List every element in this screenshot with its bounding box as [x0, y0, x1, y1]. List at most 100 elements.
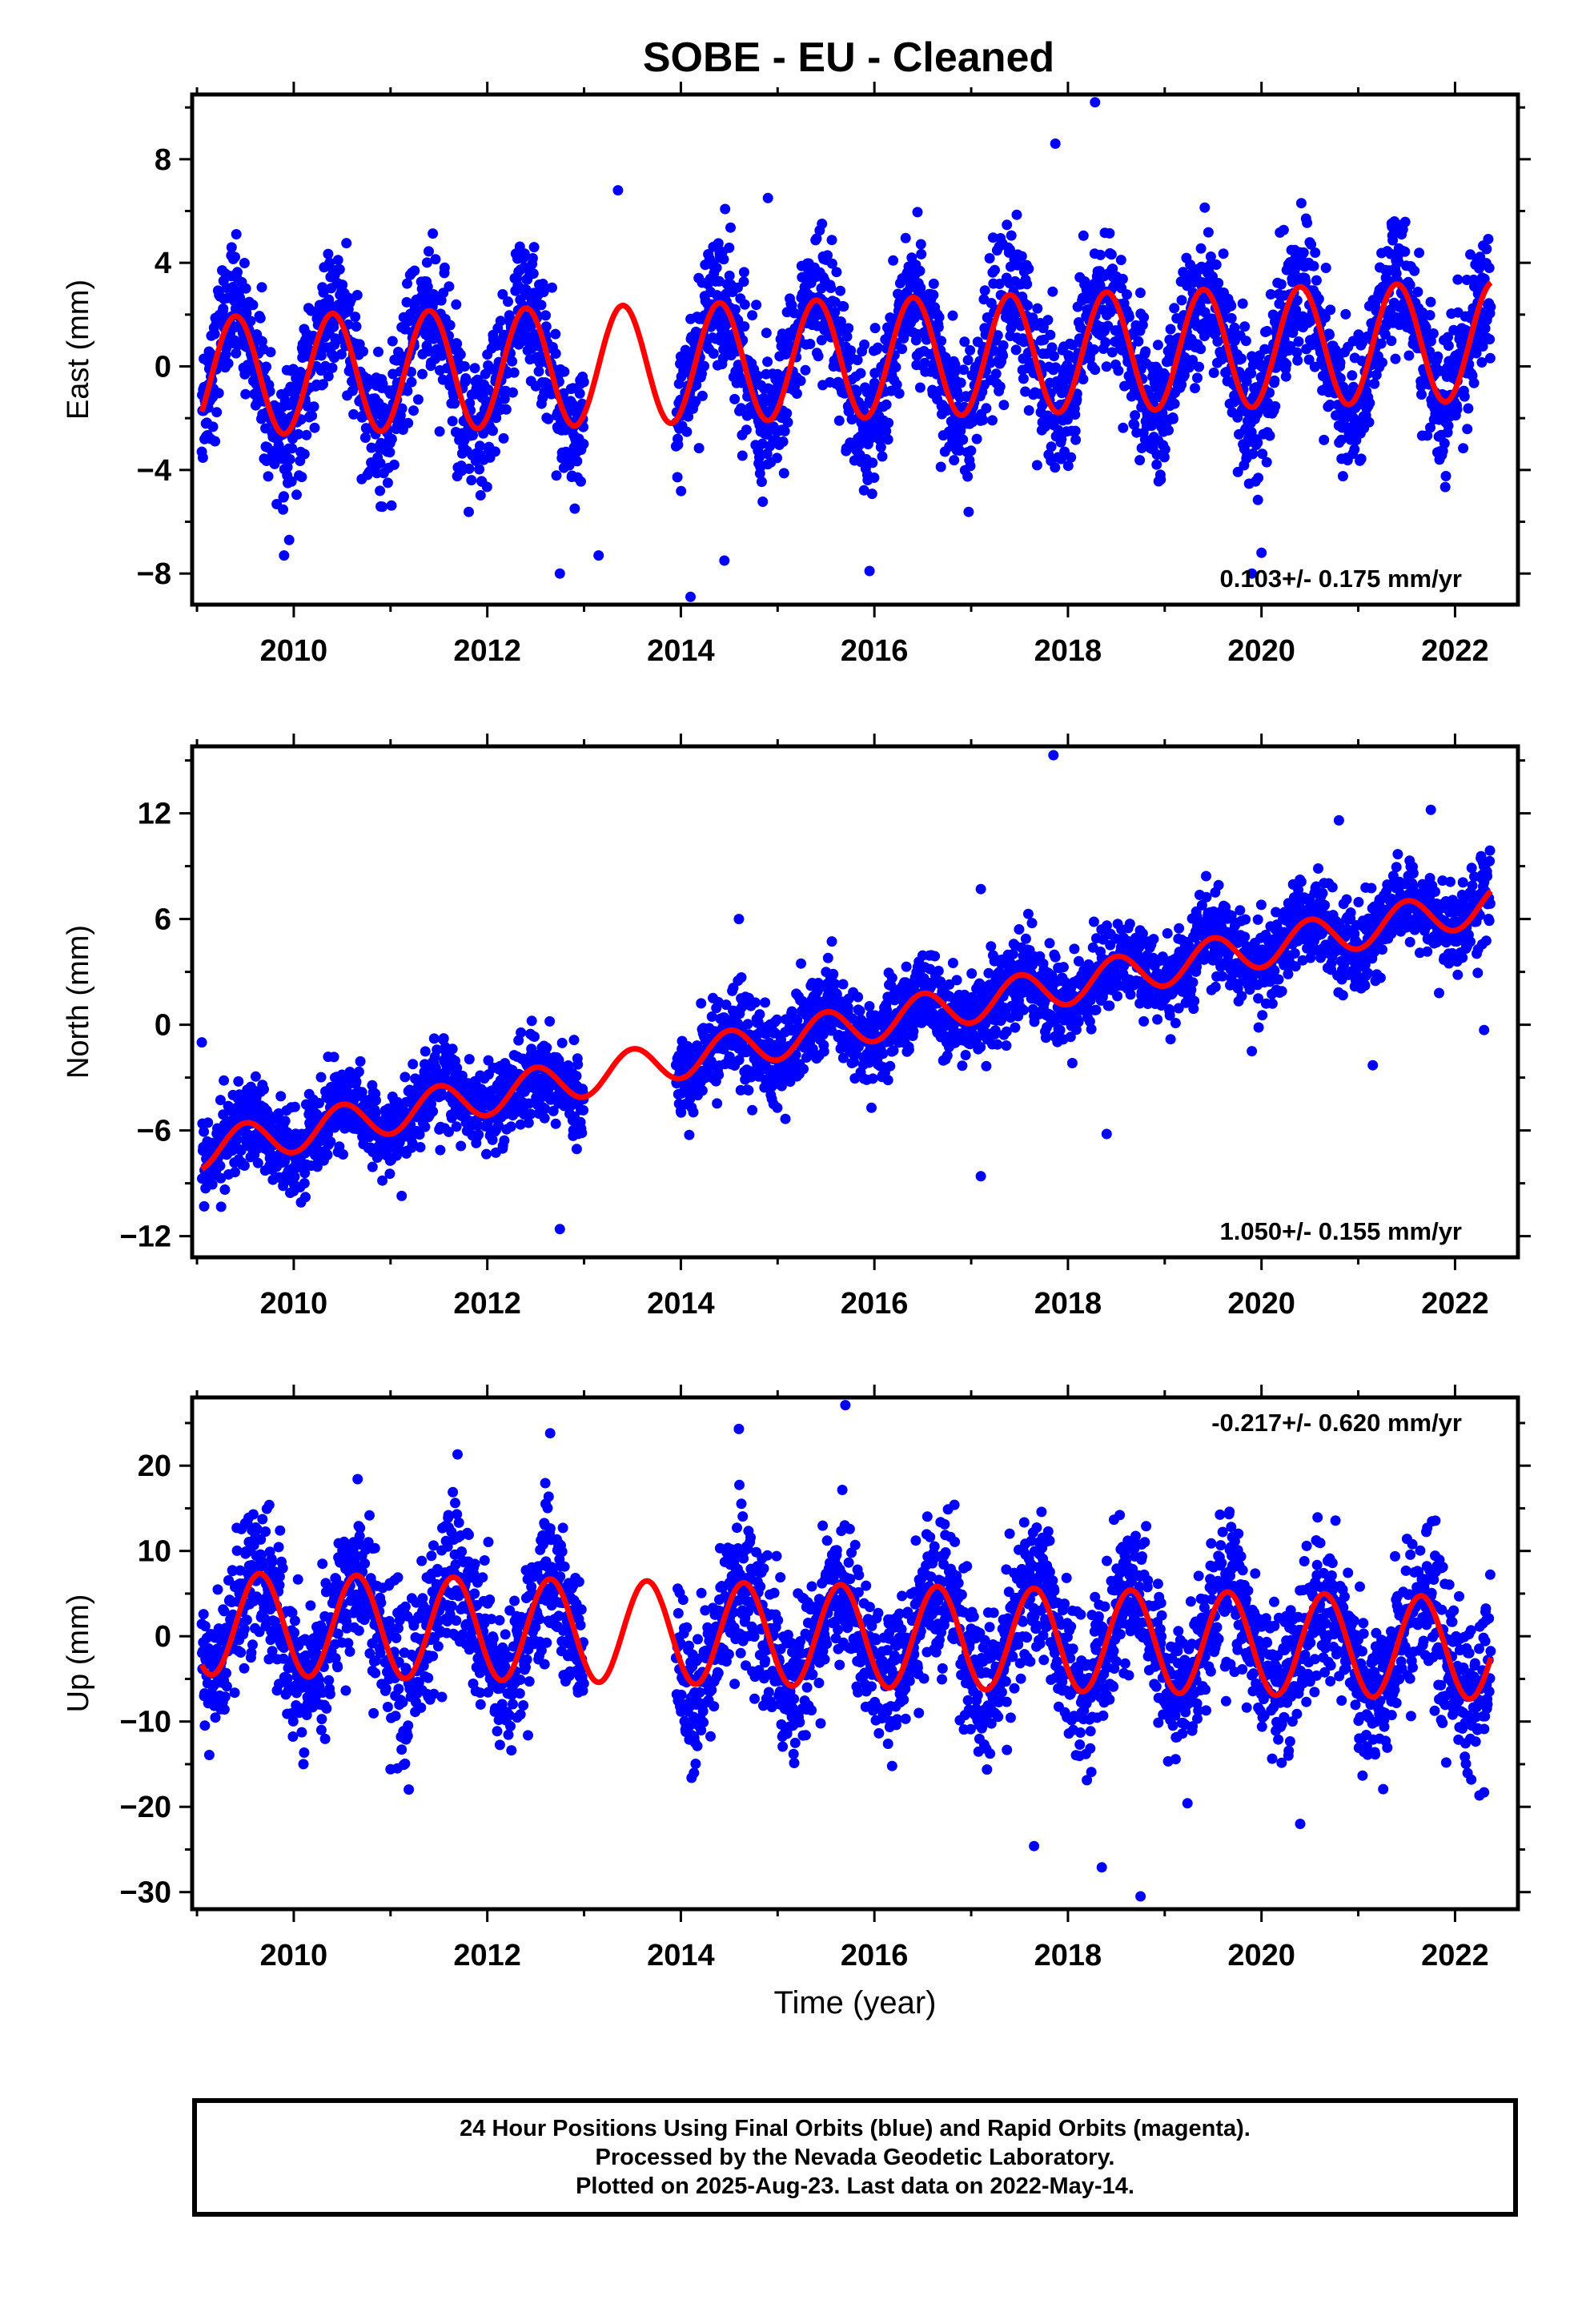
data-point — [779, 425, 790, 436]
data-point — [754, 452, 765, 463]
data-point — [762, 356, 773, 368]
data-point — [328, 1051, 339, 1063]
data-point — [503, 296, 513, 308]
data-point — [415, 1142, 426, 1152]
data-point — [464, 1054, 475, 1065]
data-point — [950, 359, 961, 370]
data-point — [994, 279, 1005, 289]
data-point — [721, 999, 732, 1011]
outlier-point — [762, 192, 773, 203]
data-point — [447, 1043, 458, 1055]
data-point — [508, 387, 518, 398]
data-point — [1070, 409, 1081, 420]
data-point — [1349, 444, 1360, 455]
data-point — [464, 506, 474, 517]
data-point — [371, 1095, 381, 1106]
data-point — [1117, 273, 1128, 284]
data-point — [724, 242, 735, 253]
data-point — [1432, 351, 1443, 362]
data-point — [1240, 336, 1251, 347]
data-point — [859, 339, 870, 350]
data-point — [1118, 422, 1129, 433]
data-point — [323, 371, 334, 382]
data-point — [430, 254, 441, 265]
data-point — [1324, 329, 1335, 340]
data-point — [388, 459, 400, 470]
data-point — [1477, 341, 1488, 352]
data-point — [540, 1104, 551, 1114]
panel-east: 2010 2012 2014 2016 2018 2020 2022−8−4048East … — [62, 82, 1531, 668]
data-point — [1178, 369, 1190, 380]
data-point — [466, 475, 477, 486]
data-point — [760, 997, 771, 1008]
data-point — [439, 262, 450, 273]
data-point — [256, 336, 267, 347]
data-point — [1046, 441, 1057, 452]
data-point — [883, 417, 894, 428]
data-point — [752, 370, 763, 381]
data-point — [273, 1108, 284, 1119]
data-point — [994, 381, 1006, 392]
data-point — [475, 490, 486, 501]
data-point — [487, 1134, 498, 1145]
data-point — [1424, 310, 1435, 321]
data-point — [965, 460, 976, 472]
data-point — [1479, 273, 1490, 284]
data-point — [688, 1107, 699, 1118]
data-point — [386, 500, 397, 511]
data-point — [213, 388, 224, 399]
data-point — [377, 378, 388, 389]
data-point — [456, 1140, 467, 1152]
data-point — [199, 1126, 210, 1137]
data-point — [296, 472, 307, 483]
data-point — [831, 267, 842, 278]
data-point — [1264, 387, 1275, 398]
data-point — [889, 995, 900, 1006]
data-point — [318, 379, 328, 390]
data-point — [403, 417, 414, 428]
data-point — [867, 457, 878, 468]
data-point — [831, 989, 842, 999]
data-point — [282, 1127, 293, 1138]
outlier-point — [593, 550, 604, 561]
data-point — [541, 1042, 552, 1053]
data-point — [1115, 255, 1126, 266]
data-point — [843, 323, 854, 334]
y-tick-label: −8 — [137, 557, 171, 591]
data-point — [1100, 337, 1111, 348]
data-point — [1159, 444, 1170, 455]
data-point — [401, 296, 412, 308]
data-point — [1313, 293, 1324, 304]
plot-frame — [190, 92, 1520, 607]
data-point — [1270, 400, 1281, 412]
data-point — [1481, 243, 1492, 255]
data-point — [396, 403, 408, 414]
data-point — [507, 356, 518, 367]
data-point — [231, 348, 242, 359]
data-point — [420, 1121, 431, 1132]
data-point — [572, 456, 583, 467]
data-point — [1468, 377, 1480, 388]
data-point — [1300, 276, 1311, 287]
data-point — [265, 347, 276, 358]
data-point — [1045, 329, 1056, 340]
data-point — [1246, 368, 1257, 379]
data-point — [207, 1179, 218, 1190]
data-point — [318, 287, 329, 298]
data-point — [1425, 296, 1436, 308]
data-point — [353, 1066, 364, 1077]
data-point — [1195, 243, 1207, 254]
data-point — [1452, 404, 1463, 415]
data-point — [308, 401, 319, 412]
data-point — [1319, 312, 1331, 323]
data-point — [1476, 357, 1488, 368]
data-point — [1190, 383, 1200, 394]
data-point — [548, 1105, 559, 1116]
data-point — [1311, 275, 1322, 286]
data-point — [1285, 340, 1296, 352]
data-point — [1393, 256, 1404, 267]
data-point — [1232, 466, 1243, 477]
data-point — [1337, 471, 1348, 482]
data-point — [835, 285, 846, 296]
